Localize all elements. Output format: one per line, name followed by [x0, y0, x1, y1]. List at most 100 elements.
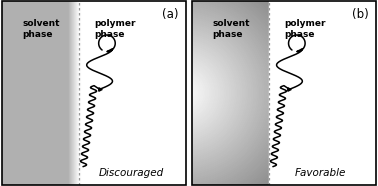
Text: (a): (a) — [162, 8, 179, 21]
Bar — [71, 1, 72, 185]
Circle shape — [105, 16, 260, 170]
Circle shape — [72, 0, 293, 186]
Circle shape — [54, 0, 311, 186]
Bar — [73, 1, 74, 185]
Text: Discouraged: Discouraged — [98, 168, 164, 178]
Circle shape — [164, 75, 201, 111]
Circle shape — [79, 0, 286, 186]
Bar — [68, 1, 69, 185]
Circle shape — [155, 65, 210, 121]
Bar — [69, 1, 70, 185]
Circle shape — [45, 0, 321, 186]
Circle shape — [48, 0, 317, 186]
Circle shape — [138, 49, 227, 137]
Circle shape — [104, 14, 262, 172]
Circle shape — [120, 30, 245, 156]
Circle shape — [135, 45, 231, 141]
Circle shape — [146, 56, 220, 130]
Circle shape — [116, 27, 249, 159]
Circle shape — [174, 84, 192, 102]
Text: polymer
phase: polymer phase — [94, 19, 136, 39]
Circle shape — [89, 0, 277, 186]
Circle shape — [153, 64, 212, 122]
Bar — [77, 1, 78, 185]
Circle shape — [41, 0, 324, 186]
Circle shape — [131, 41, 234, 145]
Circle shape — [159, 69, 207, 117]
Bar — [77, 1, 78, 185]
Circle shape — [157, 67, 208, 119]
Circle shape — [181, 91, 184, 95]
Circle shape — [36, 0, 330, 186]
Bar — [75, 1, 76, 185]
Circle shape — [37, 0, 328, 186]
Circle shape — [142, 52, 223, 134]
Circle shape — [125, 36, 240, 150]
Circle shape — [61, 0, 304, 186]
Circle shape — [127, 38, 238, 148]
Circle shape — [109, 19, 256, 167]
Circle shape — [113, 23, 253, 163]
Bar — [76, 1, 77, 185]
Circle shape — [39, 0, 326, 186]
Circle shape — [175, 86, 190, 100]
Circle shape — [124, 34, 242, 152]
Circle shape — [96, 7, 269, 179]
Circle shape — [102, 12, 264, 174]
Circle shape — [76, 0, 290, 186]
Circle shape — [87, 0, 279, 186]
Text: (b): (b) — [352, 8, 369, 21]
Circle shape — [70, 0, 295, 186]
Circle shape — [177, 87, 188, 99]
Circle shape — [68, 0, 297, 186]
Circle shape — [98, 8, 267, 178]
Circle shape — [46, 0, 319, 186]
Circle shape — [52, 0, 313, 186]
Circle shape — [118, 28, 247, 157]
Bar — [269, 1, 376, 185]
Circle shape — [172, 82, 194, 104]
Circle shape — [170, 80, 195, 106]
Bar — [70, 1, 71, 185]
Circle shape — [144, 54, 222, 132]
Circle shape — [150, 60, 216, 126]
Text: Favorable: Favorable — [295, 168, 347, 178]
Circle shape — [136, 47, 229, 139]
Circle shape — [67, 0, 299, 186]
Circle shape — [133, 43, 232, 143]
Bar — [70, 1, 71, 185]
Circle shape — [91, 1, 275, 185]
Circle shape — [140, 51, 225, 135]
Circle shape — [59, 0, 306, 186]
Circle shape — [166, 76, 199, 110]
Circle shape — [83, 0, 282, 186]
Circle shape — [65, 0, 301, 186]
Circle shape — [163, 73, 203, 113]
Bar — [72, 1, 73, 185]
Circle shape — [81, 0, 284, 186]
Circle shape — [161, 71, 205, 115]
Circle shape — [43, 0, 322, 186]
Circle shape — [74, 0, 291, 186]
Circle shape — [78, 0, 288, 186]
Circle shape — [148, 58, 218, 128]
Circle shape — [50, 0, 315, 186]
Circle shape — [168, 78, 197, 108]
Circle shape — [129, 40, 236, 146]
Text: polymer
phase: polymer phase — [284, 19, 325, 39]
Circle shape — [94, 5, 271, 181]
Circle shape — [115, 25, 251, 161]
Bar — [78, 1, 79, 185]
Circle shape — [107, 17, 258, 169]
Text: solvent
phase: solvent phase — [22, 19, 60, 39]
Bar — [68, 1, 69, 185]
Circle shape — [56, 0, 310, 186]
Circle shape — [179, 89, 186, 97]
Text: solvent
phase: solvent phase — [212, 19, 249, 39]
Bar — [74, 1, 75, 185]
Circle shape — [151, 62, 214, 124]
Circle shape — [111, 21, 254, 165]
Bar — [71, 1, 72, 185]
Bar — [2, 1, 79, 185]
Circle shape — [85, 0, 280, 186]
